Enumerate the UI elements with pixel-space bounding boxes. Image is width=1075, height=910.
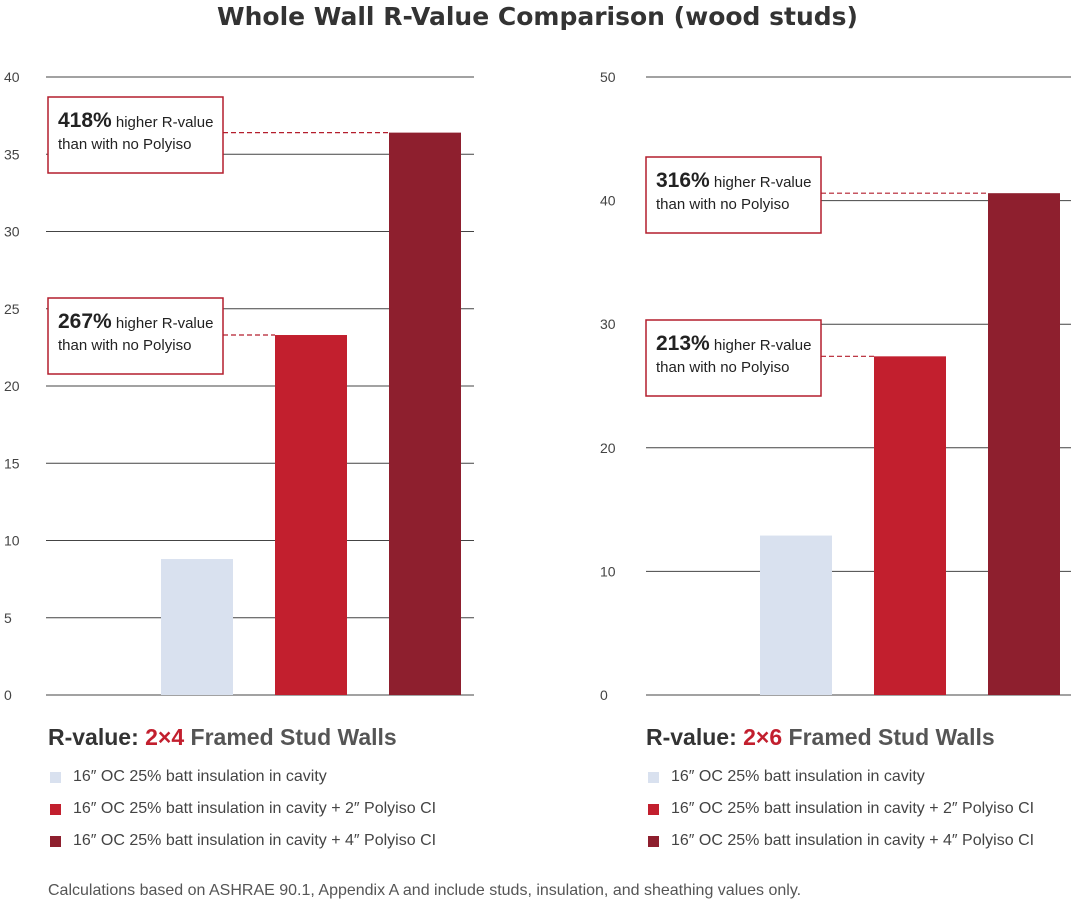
annotation-line2: than with no Polyiso <box>656 359 789 376</box>
annotation-text: 267% higher R-value <box>58 310 213 333</box>
legend-label: 16″ OC 25% batt insulation in cavity <box>73 768 327 785</box>
y-tick-label: 25 <box>4 301 20 317</box>
legend-swatch <box>648 803 659 815</box>
legend-item: 16″ OC 25% batt insulation in cavity <box>48 761 488 793</box>
bar <box>760 535 832 695</box>
legend-item: 16″ OC 25% batt insulation in cavity <box>646 761 1075 793</box>
y-tick-label: 15 <box>4 455 20 471</box>
y-tick-label: 30 <box>4 224 20 240</box>
legend-item: 16″ OC 25% batt insulation in cavity + 2… <box>48 793 488 825</box>
annotation-percent: 316% <box>656 169 710 192</box>
y-tick-label: 40 <box>4 69 20 85</box>
legend-title: R-value: 2×4 Framed Stud Walls <box>48 724 488 751</box>
legend-item: 16″ OC 25% batt insulation in cavity + 2… <box>646 793 1075 825</box>
y-tick-label: 20 <box>600 440 616 456</box>
annotation-text: 418% higher R-value <box>58 109 213 132</box>
chart-2x6: 0 10 20 30 40 50 316% higher R-value than with … <box>600 69 1071 703</box>
bar <box>161 559 233 695</box>
legend-title: R-value: 2×6 Framed Stud Walls <box>646 724 1075 751</box>
annotation-percent: 267% <box>58 310 112 333</box>
annotation-percent: 213% <box>656 332 710 355</box>
legend-label: 16″ OC 25% batt insulation in cavity + 2… <box>671 800 1035 817</box>
annotation-line2: than with no Polyiso <box>58 136 191 153</box>
legend-title-rest: Framed Stud Walls <box>184 724 397 750</box>
legend-title-emphasis: 2×6 <box>743 724 783 750</box>
annotation-line1: higher R-value <box>112 315 214 332</box>
legend-title-prefix: R-value: <box>646 724 744 750</box>
annotation-line1: higher R-value <box>112 114 214 131</box>
y-tick-label: 35 <box>4 146 20 162</box>
annotation-text: 213% higher R-value <box>656 332 811 355</box>
y-tick-label: 20 <box>4 378 20 394</box>
chart-2x4: 0 5 10 15 20 25 30 35 40 418% higher R-value than … <box>4 69 474 703</box>
legend-item: 16″ OC 25% batt insulation in cavity + 4… <box>646 825 1075 857</box>
y-tick-label: 10 <box>4 533 20 549</box>
footnote: Calculations based on ASHRAE 90.1, Appen… <box>48 882 802 899</box>
legend-swatch <box>648 835 659 847</box>
legend-label: 16″ OC 25% batt insulation in cavity <box>671 768 925 785</box>
y-tick-label: 10 <box>600 563 616 579</box>
legend-label: 16″ OC 25% batt insulation in cavity + 2… <box>73 800 437 817</box>
bar <box>988 193 1060 695</box>
annotation-box <box>645 156 822 234</box>
annotation-box <box>47 96 224 174</box>
annotation-line2: than with no Polyiso <box>656 196 789 213</box>
annotation-box <box>47 297 224 375</box>
y-tick-label: 0 <box>600 687 608 703</box>
annotation-text: 316% higher R-value <box>656 169 811 192</box>
legend-swatch <box>50 835 61 847</box>
bar <box>874 356 946 695</box>
page-title: Whole Wall R-Value Comparison (wood stud… <box>217 2 858 31</box>
legend-2x4: R-value: 2×4 Framed Stud Walls 16″ OC 25… <box>48 724 488 857</box>
y-tick-label: 50 <box>600 69 616 85</box>
legend-title-prefix: R-value: <box>48 724 146 750</box>
legend-swatch <box>50 803 61 815</box>
annotation-percent: 418% <box>58 109 112 132</box>
legend-title-rest: Framed Stud Walls <box>782 724 995 750</box>
legend-2x6: R-value: 2×6 Framed Stud Walls 16″ OC 25… <box>646 724 1075 857</box>
y-tick-label: 0 <box>4 687 12 703</box>
legend-swatch <box>648 771 659 783</box>
bar <box>389 132 461 695</box>
annotation-line1: higher R-value <box>710 337 812 354</box>
y-tick-label: 5 <box>4 610 12 626</box>
legend-title-emphasis: 2×4 <box>145 724 185 750</box>
legend-label: 16″ OC 25% batt insulation in cavity + 4… <box>73 832 437 849</box>
legend-swatch <box>50 771 61 783</box>
y-tick-label: 40 <box>600 193 616 209</box>
annotation-box <box>645 319 822 397</box>
annotation-line1: higher R-value <box>710 174 812 191</box>
bar <box>275 335 347 695</box>
annotation-line2: than with no Polyiso <box>58 337 191 354</box>
y-tick-label: 30 <box>600 316 616 332</box>
legend-item: 16″ OC 25% batt insulation in cavity + 4… <box>48 825 488 857</box>
legend-label: 16″ OC 25% batt insulation in cavity + 4… <box>671 832 1035 849</box>
